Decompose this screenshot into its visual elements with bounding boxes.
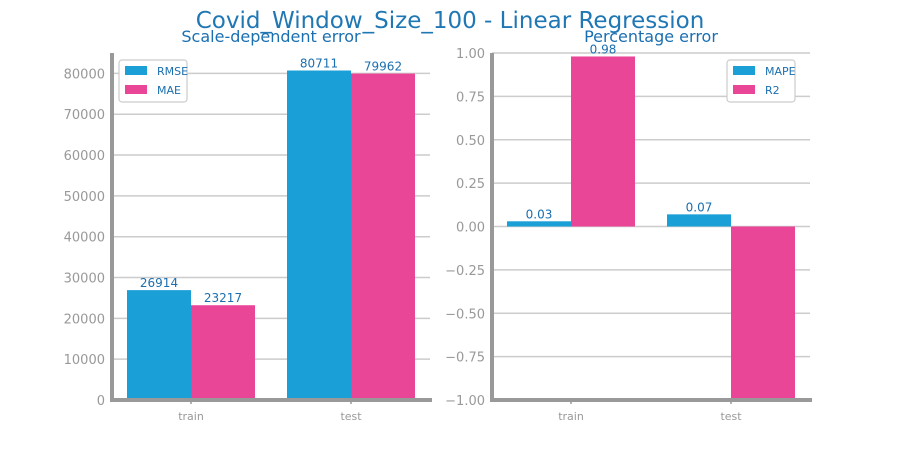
y-tick-label: −0.25	[445, 264, 485, 279]
x-tick-label: test	[340, 410, 362, 423]
subplot-title: Percentage error	[584, 27, 718, 46]
x-tick-label: test	[720, 410, 742, 423]
y-tick-label: 30000	[64, 272, 105, 287]
y-tick-label: 20000	[64, 312, 105, 327]
subplot-title: Scale-dependent error	[181, 27, 361, 46]
bar-mae-train	[191, 305, 255, 400]
y-tick-label: 80000	[64, 67, 105, 82]
y-tick-label: 60000	[64, 149, 105, 164]
y-tick-label: −0.75	[445, 351, 485, 366]
data-label: 0.98	[590, 42, 617, 56]
legend-swatch-r2	[733, 85, 755, 94]
legend-swatch-mae	[125, 85, 147, 94]
legend: RMSE MAE	[118, 59, 188, 103]
legend-label-mape: MAPE	[765, 65, 796, 78]
y-tick-label: 1.00	[456, 47, 485, 62]
y-tick-label: 0.00	[456, 221, 485, 236]
y-tick-label: 0.25	[456, 177, 485, 192]
legend-label-rmse: RMSE	[157, 65, 188, 78]
data-label: 79962	[364, 60, 402, 74]
y-tick-label: 10000	[64, 353, 105, 368]
legend-swatch-rmse	[125, 66, 147, 75]
bar-r2-test	[731, 226, 795, 400]
data-label: 0.07	[686, 200, 713, 214]
legend-label-mae: MAE	[157, 84, 181, 97]
chart-scale-dependent-error: 0 10000 20000 30000 40000 50000 60000 70000 8000…	[64, 27, 432, 423]
data-label: 80711	[300, 57, 338, 71]
y-tick-label: −1.00	[445, 394, 485, 409]
y-tick-label: 0	[97, 394, 105, 409]
data-label: 0.03	[526, 207, 553, 221]
data-label: 26914	[140, 276, 178, 290]
bar-rmse-test	[287, 70, 351, 400]
bar-mape-train	[507, 221, 571, 227]
y-tick-label: −0.50	[445, 307, 485, 322]
y-tick-label: 50000	[64, 190, 105, 205]
x-tick-label: train	[178, 410, 204, 423]
figure-title: Covid_Window_Size_100 - Linear Regressio…	[196, 8, 705, 34]
x-tick-label: train	[558, 410, 584, 423]
y-tick-label: 0.75	[456, 90, 485, 105]
y-tick-label: 40000	[64, 231, 105, 246]
bar-mape-test	[667, 214, 731, 227]
bar-mae-test	[351, 73, 415, 400]
legend: MAPE R2	[726, 59, 796, 103]
bar-rmse-train	[127, 290, 191, 400]
bar-r2-train	[571, 56, 635, 227]
chart-percentage-error: −1.00 −0.75 −0.50 −0.25 0.00 0.25 0.50 0.75 1.00…	[445, 27, 812, 423]
y-tick-label: 0.50	[456, 134, 485, 149]
y-tick-label: 70000	[64, 108, 105, 123]
legend-label-r2: R2	[765, 84, 780, 97]
legend-swatch-mape	[733, 66, 755, 75]
data-label: 23217	[204, 291, 242, 305]
